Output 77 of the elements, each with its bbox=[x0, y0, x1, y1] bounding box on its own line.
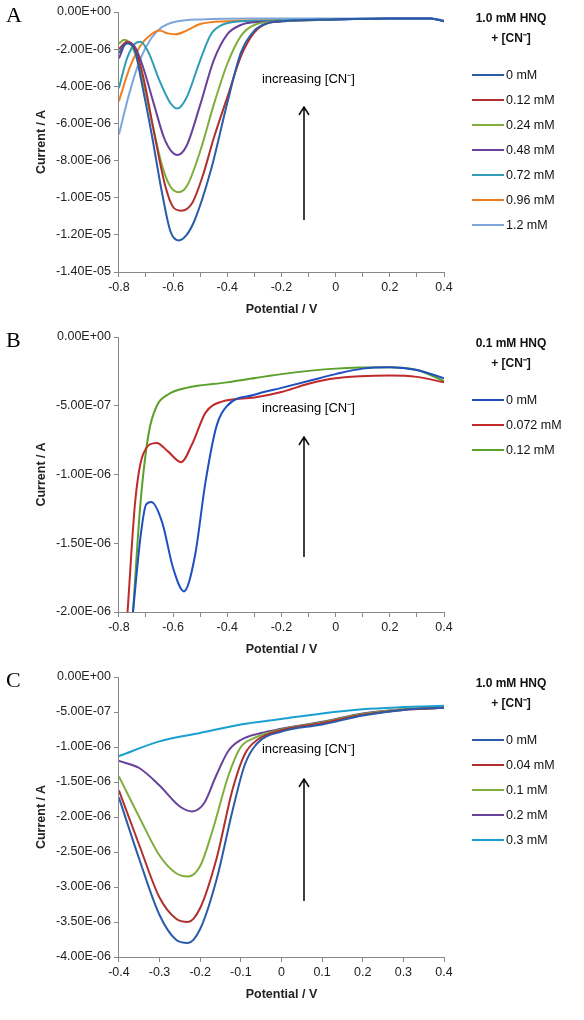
x-axis-title: Potential / V bbox=[245, 641, 318, 656]
x-tick-label: -0.4 bbox=[216, 279, 239, 294]
legend-label: 0.24 mM bbox=[506, 117, 555, 132]
legend-label: 0.2 mM bbox=[506, 807, 548, 822]
legend-title: 1.0 mM HNQ + [CN⁻] bbox=[474, 675, 548, 712]
y-tick-label: 0.00E+00 bbox=[57, 4, 111, 19]
y-tick-label: -2.00E-06 bbox=[55, 604, 111, 619]
legend-label: 0.12 mM bbox=[506, 92, 555, 107]
y-axis-title: Current / A bbox=[33, 784, 48, 850]
legend-label: 0.12 mM bbox=[506, 442, 555, 457]
x-tick-label: -0.8 bbox=[108, 279, 130, 294]
y-tick-label: -1.00E-06 bbox=[55, 466, 111, 481]
x-tick-label: 0.1 bbox=[313, 964, 331, 979]
x-tick-label: 0 bbox=[332, 279, 340, 294]
legend-label: 0.3 mM bbox=[506, 832, 548, 847]
x-axis-title: Potential / V bbox=[245, 301, 318, 316]
x-tick-label: 0.2 bbox=[354, 964, 372, 979]
y-tick-label: -5.00E-07 bbox=[55, 398, 111, 413]
y-axis-title: Current / A bbox=[33, 442, 48, 507]
x-tick-label: 0.4 bbox=[435, 619, 453, 634]
x-axis-title: Potential / V bbox=[245, 986, 318, 1001]
y-tick-label: -6.00E-06 bbox=[55, 115, 111, 130]
y-tick-label: -2.50E-06 bbox=[55, 844, 111, 859]
y-tick-label: -1.00E-05 bbox=[55, 190, 111, 205]
y-tick-label: -3.50E-06 bbox=[55, 914, 111, 929]
x-tick-label: -0.4 bbox=[216, 619, 239, 634]
y-tick-label: -1.50E-06 bbox=[55, 535, 111, 550]
x-tick-label: 0.4 bbox=[435, 279, 453, 294]
y-tick-label: 0.00E+00 bbox=[57, 669, 111, 684]
x-tick-label: -0.6 bbox=[162, 279, 184, 294]
x-tick-label: -0.2 bbox=[270, 279, 293, 294]
legend-label: 0 mM bbox=[506, 732, 538, 747]
x-tick-label: 0.2 bbox=[381, 279, 399, 294]
x-tick-label: 0 bbox=[277, 964, 285, 979]
y-tick-label: -2.00E-06 bbox=[55, 41, 111, 56]
legend-title: 1.0 mM HNQ + [CN⁻] bbox=[474, 10, 548, 47]
x-tick-label: -0.6 bbox=[162, 619, 184, 634]
x-tick-label: -0.2 bbox=[189, 964, 211, 979]
y-tick-label: -1.40E-05 bbox=[55, 264, 111, 279]
text: B bbox=[6, 327, 21, 353]
x-tick-label: 0.4 bbox=[435, 964, 453, 979]
y-tick-label: -1.50E-06 bbox=[55, 774, 111, 789]
x-tick-label: 0.2 bbox=[381, 619, 399, 634]
annotation: increasing [CN⁻] bbox=[261, 70, 355, 88]
y-tick-label: -2.00E-06 bbox=[55, 809, 111, 824]
y-tick-label: -4.00E-06 bbox=[55, 78, 111, 93]
y-tick-label: -5.00E-07 bbox=[55, 704, 111, 719]
legend-label: 0.1 mM bbox=[506, 782, 548, 797]
text: A bbox=[6, 2, 22, 28]
y-tick-label: -8.00E-06 bbox=[55, 153, 111, 168]
legend-label: 0.72 mM bbox=[506, 167, 555, 182]
annotation: increasing [CN⁻] bbox=[261, 398, 355, 416]
line-series bbox=[118, 704, 444, 758]
x-tick-label: -0.2 bbox=[270, 619, 293, 634]
legend-label: 0.48 mM bbox=[506, 142, 555, 157]
y-tick-label: -3.00E-06 bbox=[55, 879, 111, 894]
legend-label: 0 mM bbox=[506, 67, 538, 82]
x-tick-label: 0 bbox=[332, 619, 340, 634]
y-tick-label: -1.00E-06 bbox=[55, 739, 111, 754]
legend-label: 0.96 mM bbox=[506, 192, 555, 207]
y-axis-title: Current / A bbox=[33, 109, 48, 175]
y-tick-label: -4.00E-06 bbox=[55, 949, 111, 964]
line-series bbox=[118, 17, 444, 242]
x-tick-label: -0.8 bbox=[108, 619, 130, 634]
text: C bbox=[6, 667, 21, 693]
annotation: increasing [CN⁻] bbox=[261, 739, 355, 757]
legend-label: 0.072 mM bbox=[506, 417, 562, 432]
x-tick-label: -0.1 bbox=[230, 964, 252, 979]
legend-label: 0 mM bbox=[506, 392, 538, 407]
x-tick-label: -0.4 bbox=[108, 964, 130, 979]
x-tick-label: -0.3 bbox=[148, 964, 171, 979]
x-tick-label: 0.3 bbox=[394, 964, 413, 979]
legend-title: 0.1 mM HNQ + [CN⁻] bbox=[474, 335, 548, 372]
legend-label: 0.04 mM bbox=[506, 757, 555, 772]
y-tick-label: 0.00E+00 bbox=[57, 329, 111, 344]
legend-label: 1.2 mM bbox=[506, 217, 548, 232]
y-tick-label: -1.20E-05 bbox=[55, 227, 111, 242]
